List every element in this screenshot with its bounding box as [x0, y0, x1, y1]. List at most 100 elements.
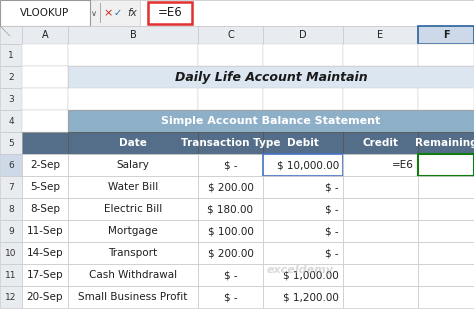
Bar	[22, 44, 68, 66]
Text: VLOOKUP: VLOOKUP	[20, 8, 70, 18]
Bar	[343, 176, 418, 198]
Bar	[343, 88, 418, 110]
Bar	[68, 198, 198, 220]
Text: C: C	[227, 30, 234, 40]
Bar	[263, 220, 343, 242]
Bar	[22, 176, 68, 198]
Bar	[0, 286, 22, 308]
Text: 8: 8	[8, 204, 14, 214]
Bar	[343, 220, 418, 242]
Bar	[198, 264, 263, 286]
Bar	[0, 198, 22, 220]
Text: Debit: Debit	[287, 138, 319, 148]
Text: B: B	[129, 30, 137, 40]
Bar	[148, 2, 192, 24]
Bar	[0, 0, 90, 26]
Bar	[22, 286, 68, 308]
Bar	[68, 220, 198, 242]
Bar	[198, 44, 263, 66]
Text: ✓: ✓	[114, 8, 122, 18]
Bar	[68, 132, 198, 154]
Text: 11-Sep: 11-Sep	[27, 226, 64, 236]
Text: $ -: $ -	[325, 182, 339, 192]
Text: Cash Withdrawal: Cash Withdrawal	[89, 270, 177, 280]
Bar	[22, 132, 68, 154]
Bar	[68, 154, 198, 176]
Bar	[0, 264, 22, 286]
Text: Remaining: Remaining	[415, 138, 474, 148]
Bar	[22, 110, 68, 132]
Text: =E6: =E6	[158, 7, 182, 20]
Bar	[68, 264, 198, 286]
Text: 14-Sep: 14-Sep	[27, 248, 64, 258]
Text: ∨: ∨	[91, 9, 97, 18]
Bar	[0, 88, 22, 110]
Bar	[418, 154, 474, 176]
Bar	[263, 286, 343, 308]
Bar	[418, 286, 474, 308]
Text: fx: fx	[127, 8, 137, 18]
Bar	[343, 264, 418, 286]
Bar	[0, 110, 22, 132]
Bar	[22, 88, 68, 110]
Bar	[343, 154, 418, 176]
Text: Electric Bill: Electric Bill	[104, 204, 162, 214]
Text: Small Business Profit: Small Business Profit	[78, 292, 188, 302]
Bar	[68, 26, 198, 44]
Text: 9: 9	[8, 226, 14, 236]
Text: 11: 11	[5, 271, 17, 279]
Bar	[198, 198, 263, 220]
Text: Mortgage: Mortgage	[108, 226, 158, 236]
Text: Simple Account Balance Statement: Simple Account Balance Statement	[161, 116, 381, 126]
Bar	[0, 220, 22, 242]
Bar	[198, 154, 263, 176]
Bar	[0, 26, 22, 44]
Bar	[68, 88, 198, 110]
Text: 1: 1	[8, 50, 14, 60]
Text: Date: Date	[119, 138, 147, 148]
Text: F: F	[443, 30, 449, 40]
Text: D: D	[299, 30, 307, 40]
Bar	[263, 26, 343, 44]
Bar	[0, 176, 22, 198]
Text: 2-Sep: 2-Sep	[30, 160, 60, 170]
Text: 5-Sep: 5-Sep	[30, 182, 60, 192]
Bar	[343, 286, 418, 308]
Text: $ -: $ -	[224, 292, 237, 302]
Text: Transport: Transport	[109, 248, 157, 258]
Text: 17-Sep: 17-Sep	[27, 270, 64, 280]
Text: $ -: $ -	[325, 248, 339, 258]
Bar	[22, 154, 68, 176]
Bar	[198, 88, 263, 110]
Bar	[263, 198, 343, 220]
Text: $ 100.00: $ 100.00	[208, 226, 254, 236]
Bar	[343, 198, 418, 220]
Text: $ -: $ -	[325, 226, 339, 236]
Bar	[418, 26, 474, 44]
Text: $ -: $ -	[224, 270, 237, 280]
Bar	[198, 286, 263, 308]
Bar	[198, 242, 263, 264]
Bar	[343, 44, 418, 66]
Bar	[0, 0, 474, 26]
Bar	[418, 220, 474, 242]
Text: Water Bill: Water Bill	[108, 182, 158, 192]
Bar	[68, 286, 198, 308]
Bar	[140, 0, 474, 26]
Bar	[418, 264, 474, 286]
Text: $ 10,000.00: $ 10,000.00	[277, 160, 339, 170]
Bar	[418, 176, 474, 198]
Bar	[22, 220, 68, 242]
Text: 2: 2	[8, 72, 14, 82]
Bar	[263, 242, 343, 264]
Text: Salary: Salary	[117, 160, 149, 170]
Bar	[263, 176, 343, 198]
Text: Credit: Credit	[363, 138, 399, 148]
Bar	[263, 154, 343, 176]
Text: 4: 4	[8, 117, 14, 125]
Bar	[68, 242, 198, 264]
Bar	[0, 242, 22, 264]
Bar	[0, 132, 22, 154]
Text: Transaction Type: Transaction Type	[181, 138, 280, 148]
Text: $ 200.00: $ 200.00	[208, 248, 254, 258]
